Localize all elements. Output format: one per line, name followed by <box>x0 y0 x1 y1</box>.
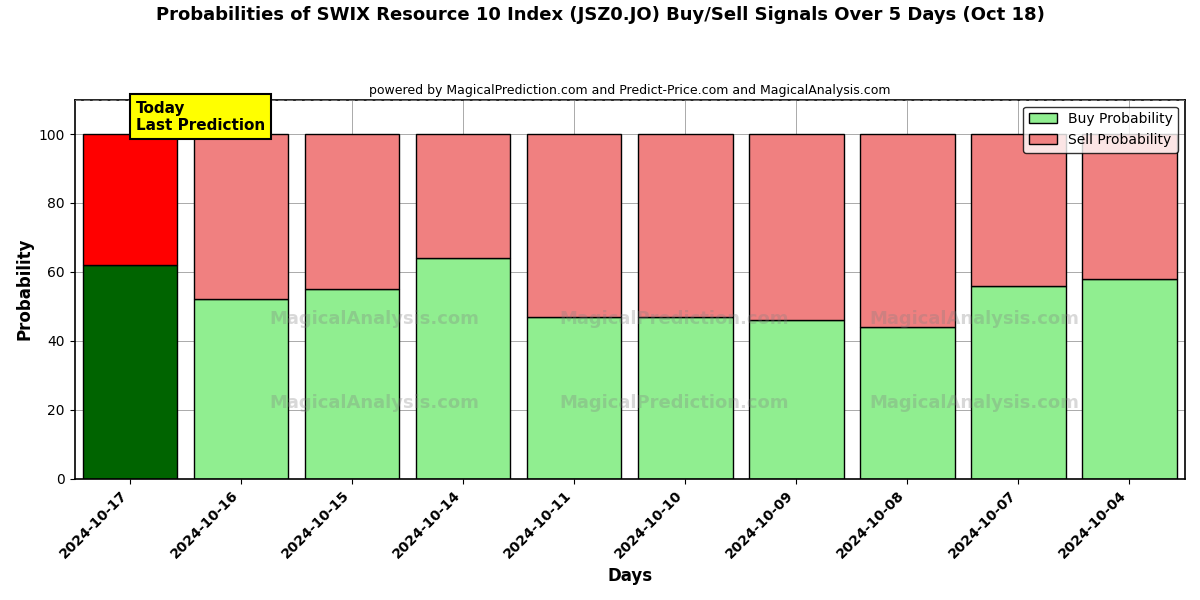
Bar <box>860 134 955 327</box>
Bar <box>305 289 400 479</box>
Bar <box>860 327 955 479</box>
Bar <box>1082 279 1177 479</box>
Bar <box>416 258 510 479</box>
Bar <box>1082 134 1177 279</box>
Bar <box>194 299 288 479</box>
Text: MagicalPrediction.com: MagicalPrediction.com <box>559 310 788 328</box>
Bar <box>638 317 732 479</box>
Text: MagicalAnalysis.com: MagicalAnalysis.com <box>869 310 1079 328</box>
Bar <box>749 134 844 320</box>
Legend: Buy Probability, Sell Probability: Buy Probability, Sell Probability <box>1024 107 1178 152</box>
Bar <box>305 134 400 289</box>
Text: MagicalAnalysis.com: MagicalAnalysis.com <box>270 310 479 328</box>
Title: powered by MagicalPrediction.com and Predict-Price.com and MagicalAnalysis.com: powered by MagicalPrediction.com and Pre… <box>370 84 890 97</box>
Bar <box>416 134 510 258</box>
Text: MagicalPrediction.com: MagicalPrediction.com <box>559 394 788 412</box>
Bar <box>527 134 622 317</box>
Bar <box>527 317 622 479</box>
Text: MagicalAnalysis.com: MagicalAnalysis.com <box>869 394 1079 412</box>
X-axis label: Days: Days <box>607 567 653 585</box>
Y-axis label: Probability: Probability <box>16 238 34 340</box>
Text: MagicalAnalysis.com: MagicalAnalysis.com <box>270 394 479 412</box>
Bar <box>194 134 288 299</box>
Text: Today
Last Prediction: Today Last Prediction <box>136 101 265 133</box>
Bar <box>638 134 732 317</box>
Bar <box>971 286 1066 479</box>
Bar <box>749 320 844 479</box>
Text: Probabilities of SWIX Resource 10 Index (JSZ0.JO) Buy/Sell Signals Over 5 Days (: Probabilities of SWIX Resource 10 Index … <box>156 6 1044 24</box>
Bar <box>971 134 1066 286</box>
Bar <box>83 265 178 479</box>
Bar <box>83 134 178 265</box>
